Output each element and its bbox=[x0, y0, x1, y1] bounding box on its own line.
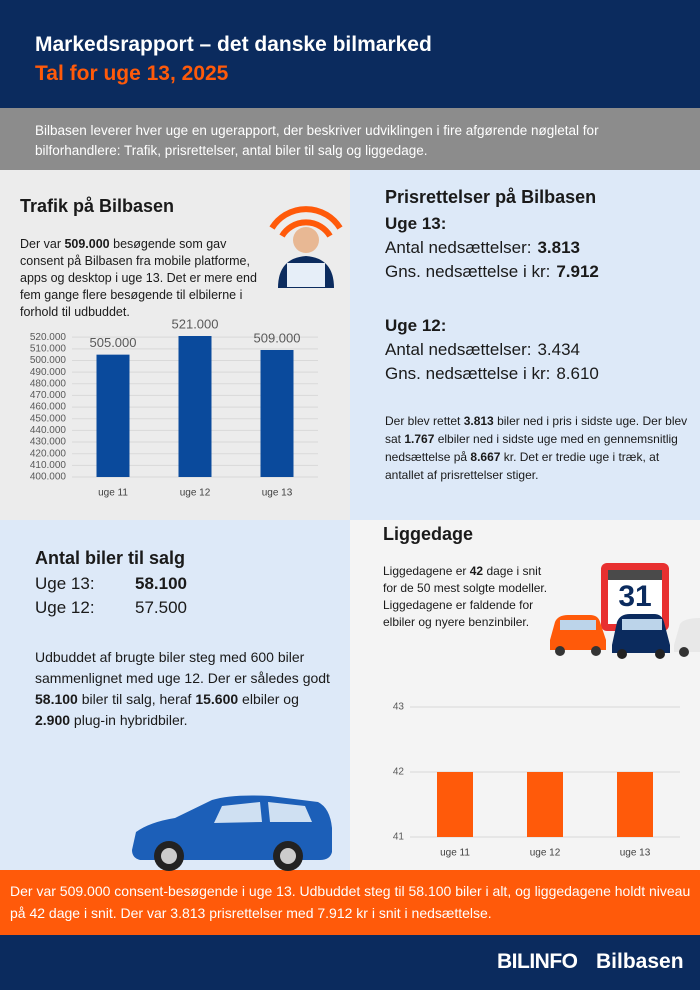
text-run: Der var bbox=[20, 237, 65, 251]
bold-text: 15.600 bbox=[195, 691, 239, 707]
x-tick-label: uge 13 bbox=[620, 848, 651, 859]
footer-band bbox=[0, 935, 700, 990]
data-label: 521.000 bbox=[172, 316, 219, 331]
intro-band bbox=[0, 108, 700, 170]
y-tick-label: 500.000 bbox=[30, 355, 67, 366]
y-tick-label: 450.000 bbox=[30, 413, 67, 424]
header-band bbox=[0, 0, 700, 108]
stat-row: Gns. nedsættelse i kr: 7.912 bbox=[385, 260, 599, 284]
stat-label: Gns. nedsættelse i kr: bbox=[385, 262, 551, 281]
stat-value: 8.610 bbox=[556, 364, 599, 383]
stat-row: Antal nedsættelser: 3.434 bbox=[385, 338, 599, 362]
subtitle: Tal for uge 13, 2025 bbox=[35, 62, 229, 85]
week-block: Uge 13: Antal nedsættelser: 3.813 Gns. ne… bbox=[385, 212, 599, 284]
y-tick-label: 430.000 bbox=[30, 437, 67, 448]
stock-rows: Uge 13: 58.100 Uge 12: 57.500 bbox=[35, 572, 235, 620]
section-heading: Prisrettelser på Bilbasen bbox=[385, 187, 597, 207]
bar bbox=[260, 349, 294, 477]
y-tick-label: 41 bbox=[393, 832, 405, 843]
y-tick-label: 400.000 bbox=[30, 472, 67, 483]
bar bbox=[437, 772, 473, 837]
stat-value: 3.813 bbox=[537, 238, 581, 257]
week-label: Uge 12: bbox=[385, 316, 447, 335]
stat-value: 3.434 bbox=[537, 340, 581, 359]
intro-text: Bilbasen leverer hver uge en ugerapport,… bbox=[35, 123, 599, 158]
paragraph: Udbuddet af brugte biler steg med 600 bi… bbox=[35, 647, 335, 731]
text-run: Der blev rettet bbox=[385, 414, 464, 428]
text-run: Liggedagene er bbox=[383, 564, 470, 578]
bar bbox=[96, 354, 130, 477]
bold-text: 8.667 bbox=[470, 450, 501, 464]
y-tick-label: 510.000 bbox=[30, 343, 67, 354]
car-illustration bbox=[132, 795, 332, 871]
text-run: Udbuddet af brugte biler steg med 600 bi… bbox=[35, 649, 330, 686]
y-tick-label: 490.000 bbox=[30, 367, 67, 378]
paragraph: Der var 509.000 besøgende som gav consen… bbox=[20, 236, 270, 321]
stat-label: Antal nedsættelser: bbox=[385, 340, 532, 359]
text-run: plug-in hybridbiler. bbox=[70, 712, 188, 728]
bold-text: 58.100 bbox=[35, 691, 78, 707]
week-block: Uge 12: Antal nedsættelser: 3.434 Gns. ne… bbox=[385, 314, 599, 386]
y-tick-label: 480.000 bbox=[30, 378, 67, 389]
x-tick-label: uge 12 bbox=[530, 848, 561, 859]
bar bbox=[527, 772, 563, 837]
y-tick-label: 43 bbox=[393, 702, 405, 713]
week-label: Uge 13: bbox=[385, 214, 447, 233]
sign-icon bbox=[550, 563, 700, 659]
summary-band bbox=[0, 870, 700, 935]
bold-text: 3.813 bbox=[463, 414, 494, 428]
stat-label: Gns. nedsættelse i kr: bbox=[385, 364, 551, 383]
text-run: kr. Det er tredie uge i træk, at antalle… bbox=[385, 450, 660, 482]
paragraph: Der blev rettet 3.813 biler ned i pris i… bbox=[385, 412, 690, 484]
logo: Bilbasen bbox=[596, 950, 684, 973]
text-run: elbiler ned i sidste uge med en gennemsn… bbox=[385, 432, 678, 464]
bold-text: 1.767 bbox=[404, 432, 435, 446]
y-tick-label: 460.000 bbox=[30, 402, 67, 413]
stat-label: Antal nedsættelser: bbox=[385, 238, 532, 257]
section-heading: Liggedage bbox=[383, 524, 474, 544]
y-tick-label: 420.000 bbox=[30, 448, 67, 459]
y-tick-label: 440.000 bbox=[30, 425, 67, 436]
logo: BILINFO bbox=[497, 950, 578, 973]
bold-text: 509.000 bbox=[64, 237, 110, 251]
bar bbox=[617, 772, 653, 837]
x-tick-label: uge 11 bbox=[440, 848, 470, 859]
text-run: besøgende som gav consent på Bilbasen fr… bbox=[20, 237, 257, 319]
stat-row: Gns. nedsættelse i kr: 8.610 bbox=[385, 362, 599, 386]
paragraph: Liggedagene er 42 dage i snit for de 50 … bbox=[383, 563, 548, 631]
title: Markedsrapport – det danske bilmarked bbox=[35, 33, 432, 56]
stat-row: Uge 12: 57.500 bbox=[35, 596, 235, 620]
y-tick-label: 520.000 bbox=[30, 332, 67, 343]
stat-label: Uge 12: bbox=[35, 598, 95, 617]
stat-value: 7.912 bbox=[556, 262, 599, 281]
data-label: 505.000 bbox=[90, 335, 137, 350]
stat-label: Uge 13: bbox=[35, 574, 95, 593]
text-run: dage i snit for de 50 mest solgte modell… bbox=[383, 564, 548, 629]
y-tick-label: 410.000 bbox=[30, 460, 67, 471]
text-run: biler til salg, heraf bbox=[77, 691, 196, 707]
stat-row: Uge 13: 58.100 bbox=[35, 572, 235, 596]
text-run: biler ned i pris i sidste uge. Der blev … bbox=[385, 414, 688, 446]
stat-row: Antal nedsættelser: 3.813 bbox=[385, 236, 599, 260]
section-heading: Trafik på Bilbasen bbox=[20, 196, 175, 216]
sign-number: 31 bbox=[618, 580, 652, 613]
x-tick-label: uge 12 bbox=[180, 488, 211, 499]
bold-text: 42 bbox=[469, 564, 484, 578]
x-tick-label: uge 11 bbox=[98, 488, 128, 499]
stat-value: 58.100 bbox=[135, 574, 187, 593]
bar bbox=[178, 336, 212, 477]
text-run: elbiler og bbox=[238, 691, 299, 707]
person-icon bbox=[269, 206, 343, 288]
x-tick-label: uge 13 bbox=[262, 488, 293, 499]
summary-text: Der var 509.000 consent-besøgende i uge … bbox=[10, 883, 691, 921]
y-tick-label: 470.000 bbox=[30, 390, 67, 401]
y-tick-label: 42 bbox=[393, 767, 405, 778]
stat-value: 57.500 bbox=[135, 598, 187, 617]
bold-text: 2.900 bbox=[35, 712, 71, 728]
data-label: 509.000 bbox=[254, 330, 301, 345]
prices-panel bbox=[350, 170, 700, 520]
section-heading: Antal biler til salg bbox=[35, 548, 186, 568]
